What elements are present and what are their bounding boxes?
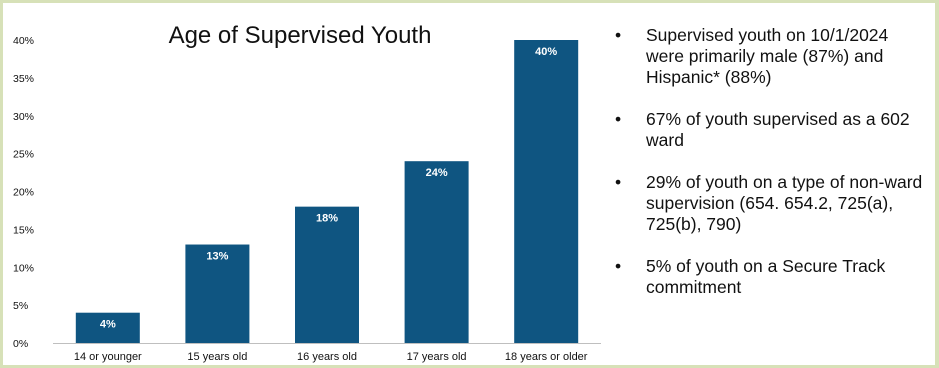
y-tick-label: 5% — [13, 300, 28, 312]
y-tick-label: 30% — [13, 111, 34, 123]
slide-panel: Age of Supervised Youth 0% 5% 10% 15% 20% 25% 3… — [3, 3, 935, 365]
chart-title: Age of Supervised Youth — [169, 22, 432, 49]
x-tick-label: 14 or younger — [74, 351, 142, 363]
bar — [295, 206, 359, 343]
bar-value-label: 13% — [206, 251, 228, 263]
bullet-item: 67% of youth supervised as a 602 ward — [615, 109, 925, 151]
bar-value-label: 4% — [100, 319, 116, 331]
y-tick-label: 40% — [13, 35, 34, 47]
bar — [404, 161, 469, 343]
x-tick-label: 15 years old — [187, 351, 247, 363]
bullet-item: 29% of youth on a type of non-ward super… — [615, 172, 925, 235]
bar — [514, 40, 579, 343]
y-tick-label: 10% — [13, 262, 34, 274]
y-tick-label: 25% — [13, 149, 34, 161]
bar-value-label: 18% — [316, 213, 338, 225]
bar-chart: Age of Supervised Youth 0% 5% 10% 15% 20% 25% 3… — [13, 22, 601, 363]
bullet-item: Supervised youth on 10/1/2024 were prima… — [615, 25, 925, 88]
x-tick-label: 18 years or older — [505, 351, 588, 363]
bar — [185, 244, 250, 343]
bar-value-label: 24% — [426, 167, 448, 179]
y-tick-label: 35% — [13, 73, 34, 85]
y-tick-label: 20% — [13, 187, 34, 199]
x-tick-label: 17 years old — [407, 351, 467, 363]
bullet-item: 5% of youth on a Secure Track commitment — [615, 256, 925, 298]
x-tick-label: 16 years old — [297, 351, 357, 363]
summary-bullets: Supervised youth on 10/1/2024 were prima… — [615, 25, 925, 319]
y-tick-label: 15% — [13, 224, 34, 236]
bar — [75, 312, 140, 343]
bar-value-label: 40% — [535, 46, 557, 58]
y-tick-label: 0% — [13, 338, 28, 350]
